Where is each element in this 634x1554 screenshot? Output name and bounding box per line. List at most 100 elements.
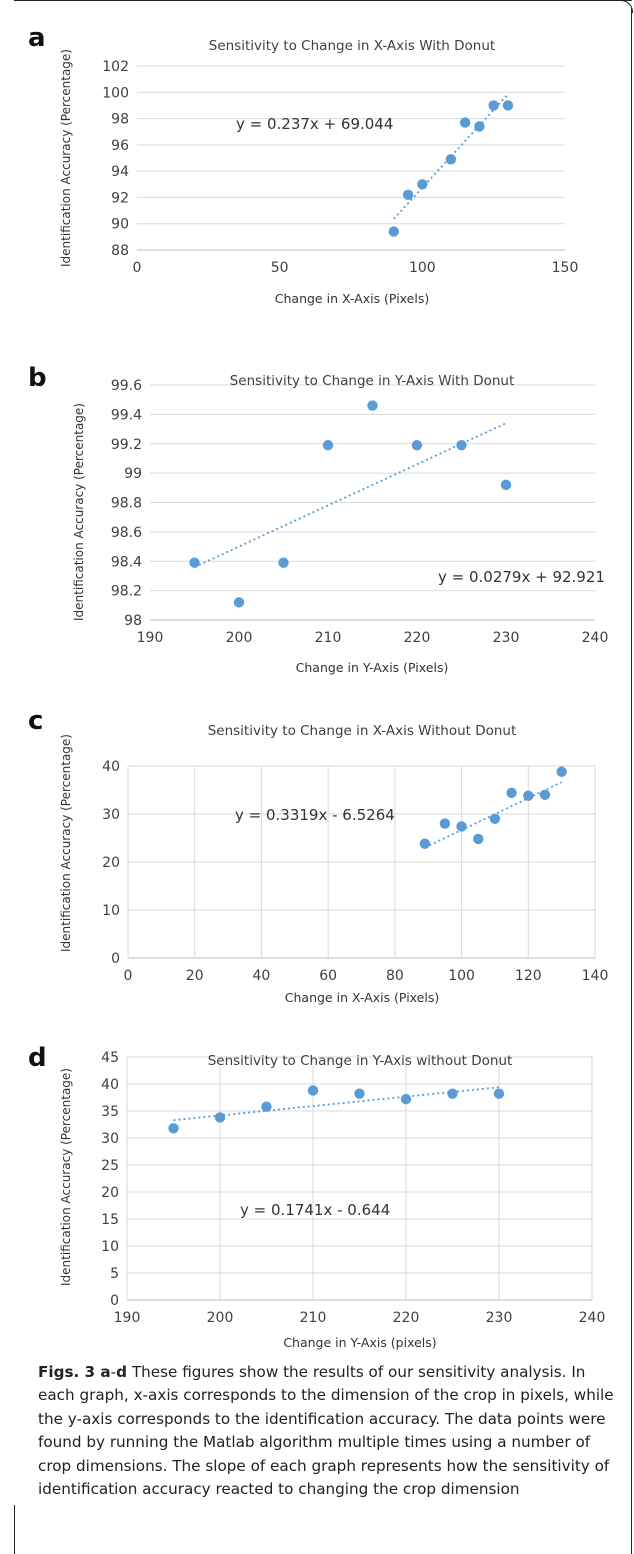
y-tick-label: 5 — [110, 1266, 119, 1282]
x-tick-label: 140 — [582, 968, 609, 984]
x-tick-label: 120 — [515, 968, 542, 984]
x-tick-label: 0 — [124, 968, 133, 984]
data-point — [168, 1123, 179, 1134]
data-point — [447, 1088, 458, 1099]
y-tick-label: 0 — [111, 951, 120, 967]
data-point — [400, 1093, 412, 1105]
x-tick-label: 60 — [319, 968, 337, 984]
x-tick-label: 190 — [114, 1310, 141, 1326]
caption-lead-dash: - — [110, 1363, 117, 1381]
trendline-equation: y = 0.237x + 69.044 — [236, 115, 393, 133]
y-tick-label: 90 — [111, 217, 129, 233]
chart-panel-b: 98 98.2 98.4 98.6 98.8 99 99.2 99.4 99.6 190 200 21… — [28, 363, 608, 675]
x-tick-label: 230 — [493, 630, 520, 646]
y-tick-label: 92 — [111, 190, 129, 206]
y-tick-label: 0 — [110, 1293, 119, 1309]
data-point — [233, 597, 245, 608]
caption-lead-d: d — [116, 1363, 128, 1381]
data-point — [419, 838, 431, 849]
y-axis-label: Identification Accuracy (Percentage) — [59, 49, 73, 267]
data-point — [493, 1088, 505, 1099]
chart-title: Sensitivity to Change in Y-Axis With Don… — [230, 373, 515, 389]
chart-panel-d: 0 5 10 15 20 25 30 35 40 45 190 200 210 220 230 240 d Sen… — [28, 1043, 605, 1350]
y-tick-label: 98.4 — [111, 554, 142, 570]
data-point — [417, 179, 428, 190]
data-point — [473, 833, 484, 845]
x-tick-label: 0 — [133, 260, 142, 276]
data-point — [502, 100, 514, 111]
x-axis-label: Change in X-Axis (Pixels) — [285, 990, 439, 1005]
y-tick-label: 20 — [101, 1185, 119, 1201]
y-tick-label: 45 — [101, 1050, 119, 1066]
data-point — [278, 557, 289, 568]
y-tick-label: 15 — [101, 1212, 119, 1228]
y-tick-label: 40 — [101, 1077, 119, 1093]
x-tick-label: 50 — [271, 260, 289, 276]
data-point — [261, 1101, 272, 1112]
data-point — [439, 818, 451, 829]
data-point — [388, 226, 399, 237]
y-tick-label: 98.6 — [111, 525, 142, 541]
data-point — [488, 100, 499, 111]
data-point — [214, 1112, 226, 1123]
y-tick-label: 30 — [101, 1131, 119, 1147]
y-tick-label: 98 — [111, 112, 129, 128]
data-point — [489, 813, 501, 824]
x-tick-label: 230 — [486, 1310, 513, 1326]
y-tick-label: 98.2 — [111, 584, 142, 600]
chart-title: Sensitivity to Change in X-Axis With Don… — [209, 38, 495, 54]
data-point — [402, 189, 414, 200]
chart-title: Sensitivity to Change in X-Axis Without … — [208, 723, 517, 739]
y-axis-label: Identification Accuracy (Percentage) — [59, 734, 73, 952]
x-tick-label: 210 — [300, 1310, 327, 1326]
x-axis-label: Change in Y-Axis (Pixels) — [296, 660, 449, 675]
x-tick-label: 240 — [579, 1310, 606, 1326]
frame-left-border — [14, 1505, 15, 1554]
y-tick-label: 20 — [102, 855, 120, 871]
caption-lead: Figs. 3 a-d — [38, 1363, 127, 1381]
chart-panel-a: 88 90 92 94 96 98 100 102 0 50 100 150 a Sensitivity … — [28, 23, 578, 306]
panel-letter: b — [28, 363, 47, 393]
x-tick-label: 200 — [207, 1310, 234, 1326]
y-tick-label: 40 — [102, 759, 120, 775]
y-tick-label: 10 — [102, 903, 120, 919]
data-point — [556, 766, 567, 777]
y-tick-label: 100 — [102, 85, 129, 101]
y-tick-label: 99.2 — [111, 437, 142, 453]
frame-right-border — [631, 8, 632, 1554]
data-point — [500, 479, 512, 491]
data-point — [459, 117, 471, 128]
trendline-equation: y = 0.0279x + 92.921 — [438, 568, 605, 586]
caption-lead-prefix: Figs. 3 — [38, 1363, 96, 1381]
data-point — [456, 821, 467, 832]
x-tick-label: 20 — [186, 968, 204, 984]
x-tick-label: 80 — [386, 968, 404, 984]
frame-top-border — [14, 0, 632, 1]
x-tick-label: 240 — [582, 630, 609, 646]
y-tick-label: 98.8 — [111, 496, 142, 512]
data-point — [539, 789, 551, 800]
data-point — [307, 1085, 319, 1096]
chart-panel-c: 0 10 20 30 40 0 20 40 60 80 100 120 140 c Sensitivity … — [28, 706, 608, 1005]
caption-text: These figures show the results of our se… — [38, 1363, 614, 1499]
x-axis-label: Change in X-Axis (Pixels) — [275, 291, 429, 306]
y-tick-label: 30 — [102, 807, 120, 823]
y-tick-label: 35 — [101, 1104, 119, 1120]
trendline — [393, 93, 509, 220]
data-point — [367, 400, 378, 411]
x-tick-label: 100 — [448, 968, 475, 984]
y-tick-label: 94 — [111, 164, 129, 180]
figure-caption: Figs. 3 a-d These figures show the resul… — [38, 1361, 618, 1501]
x-tick-label: 190 — [137, 630, 164, 646]
x-tick-label: 210 — [315, 630, 342, 646]
data-point — [456, 440, 467, 451]
data-point — [411, 440, 423, 451]
x-tick-label: 150 — [552, 260, 579, 276]
y-tick-label: 10 — [101, 1239, 119, 1255]
y-tick-label: 96 — [111, 138, 129, 154]
x-tick-label: 220 — [404, 630, 431, 646]
x-tick-label: 200 — [226, 630, 253, 646]
y-axis-label: Identification Accuracy (Percentage) — [72, 403, 86, 621]
y-tick-label: 98 — [124, 613, 142, 629]
